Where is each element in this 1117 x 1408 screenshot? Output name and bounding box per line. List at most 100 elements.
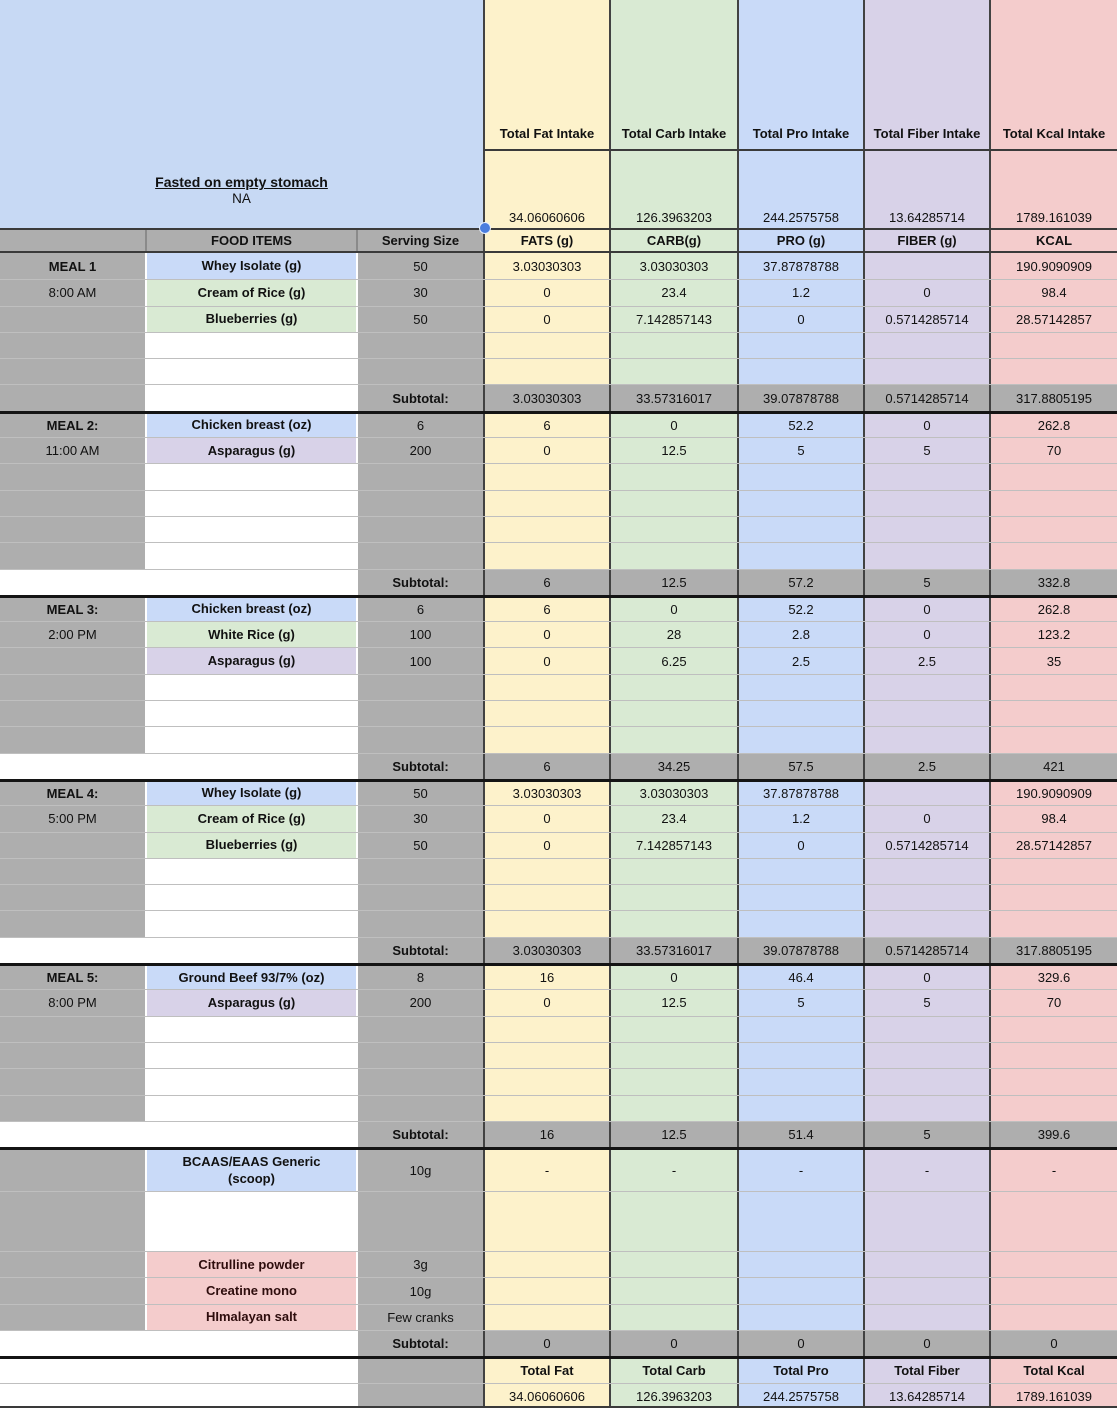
meal-label-cell[interactable] bbox=[0, 385, 145, 411]
fiber-value-cell[interactable] bbox=[863, 516, 989, 543]
carb-value-cell[interactable]: Total Carb bbox=[609, 1359, 737, 1383]
pro-value-cell[interactable] bbox=[737, 1304, 863, 1330]
fats-value-cell[interactable] bbox=[483, 1016, 609, 1042]
carb-column-total-cell[interactable]: 126.3963203 bbox=[609, 151, 737, 228]
food-item-cell[interactable] bbox=[145, 1359, 356, 1383]
fiber-value-cell[interactable] bbox=[863, 490, 989, 516]
food-item-cell[interactable]: Whey Isolate (g) bbox=[145, 781, 356, 806]
fiber-value-cell[interactable]: 0 bbox=[863, 1330, 989, 1357]
kcal-value-cell[interactable] bbox=[989, 543, 1117, 569]
fiber-column-total-cell[interactable]: 13.64285714 bbox=[863, 151, 989, 228]
meal-label-cell[interactable] bbox=[0, 1042, 145, 1069]
serving-size-cell[interactable] bbox=[356, 1042, 483, 1069]
serving-size-header[interactable]: Serving Size bbox=[356, 230, 483, 251]
kcal-value-cell[interactable]: 421 bbox=[989, 753, 1117, 779]
food-item-cell[interactable]: Cream of Rice (g) bbox=[145, 806, 356, 832]
pro-value-cell[interactable] bbox=[737, 1016, 863, 1042]
carb-value-cell[interactable] bbox=[609, 674, 737, 701]
serving-size-cell[interactable] bbox=[356, 359, 483, 385]
serving-size-cell[interactable]: 10g bbox=[356, 1150, 483, 1192]
kcal-value-cell[interactable]: 123.2 bbox=[989, 622, 1117, 648]
meal-label-cell[interactable]: MEAL 4: bbox=[0, 781, 145, 806]
kcal-value-cell[interactable] bbox=[989, 674, 1117, 701]
food-item-cell[interactable] bbox=[145, 1016, 356, 1042]
pro-value-cell[interactable] bbox=[737, 1252, 863, 1278]
fiber-value-cell[interactable] bbox=[863, 1252, 989, 1278]
fiber-value-cell[interactable] bbox=[863, 464, 989, 490]
fiber-value-cell[interactable]: 0 bbox=[863, 806, 989, 832]
kcal-value-cell[interactable] bbox=[989, 1192, 1117, 1252]
kcal-value-cell[interactable]: 0 bbox=[989, 1330, 1117, 1357]
fiber-value-cell[interactable]: 2.5 bbox=[863, 648, 989, 674]
carb-value-cell[interactable]: - bbox=[609, 1150, 737, 1192]
meal-label-cell[interactable] bbox=[0, 1278, 145, 1304]
meal-label-cell[interactable] bbox=[0, 858, 145, 885]
serving-size-cell[interactable]: 200 bbox=[356, 990, 483, 1016]
fiber-value-cell[interactable]: 0.5714285714 bbox=[863, 937, 989, 964]
kcal-value-cell[interactable] bbox=[989, 885, 1117, 911]
kcal-value-cell[interactable]: 190.9090909 bbox=[989, 253, 1117, 280]
meal-label-cell[interactable] bbox=[0, 701, 145, 727]
food-item-cell[interactable]: Cream of Rice (g) bbox=[145, 280, 356, 306]
serving-size-cell[interactable]: 8 bbox=[356, 966, 483, 990]
selection-handle[interactable] bbox=[479, 222, 491, 234]
meal-label-cell[interactable] bbox=[0, 306, 145, 332]
pro-value-cell[interactable]: 0 bbox=[737, 306, 863, 332]
kcal-value-cell[interactable] bbox=[989, 464, 1117, 490]
carb-value-cell[interactable]: 12.5 bbox=[609, 1121, 737, 1148]
kcal-value-cell[interactable] bbox=[989, 1016, 1117, 1042]
food-item-cell[interactable] bbox=[145, 701, 356, 727]
food-item-cell[interactable] bbox=[145, 858, 356, 885]
carb-subheader-cell[interactable]: CARB(g) bbox=[609, 230, 737, 251]
kcal-value-cell[interactable] bbox=[989, 1095, 1117, 1121]
fats-value-cell[interactable]: 16 bbox=[483, 966, 609, 990]
fats-value-cell[interactable] bbox=[483, 911, 609, 937]
pro-value-cell[interactable]: 52.2 bbox=[737, 413, 863, 438]
food-item-cell[interactable]: Citrulline powder bbox=[145, 1252, 356, 1278]
serving-size-cell[interactable]: 50 bbox=[356, 253, 483, 280]
carb-value-cell[interactable] bbox=[609, 1016, 737, 1042]
kcal-value-cell[interactable]: 262.8 bbox=[989, 597, 1117, 622]
food-item-cell[interactable] bbox=[145, 516, 356, 543]
meal-label-cell[interactable] bbox=[0, 885, 145, 911]
kcal-value-cell[interactable]: 332.8 bbox=[989, 569, 1117, 595]
food-item-cell[interactable] bbox=[145, 490, 356, 516]
food-item-cell[interactable]: BCAAS/EAAS Generic (scoop) bbox=[145, 1150, 356, 1192]
fats-value-cell[interactable] bbox=[483, 885, 609, 911]
pro-value-cell[interactable]: 51.4 bbox=[737, 1121, 863, 1148]
fats-value-cell[interactable]: 3.03030303 bbox=[483, 937, 609, 964]
carb-value-cell[interactable] bbox=[609, 1095, 737, 1121]
food-item-cell[interactable] bbox=[145, 1042, 356, 1069]
fiber-value-cell[interactable] bbox=[863, 253, 989, 280]
serving-size-cell[interactable] bbox=[356, 332, 483, 359]
carb-value-cell[interactable] bbox=[609, 885, 737, 911]
carb-value-cell[interactable]: 7.142857143 bbox=[609, 832, 737, 858]
pro-value-cell[interactable]: 57.5 bbox=[737, 753, 863, 779]
kcal-value-cell[interactable]: 1789.161039 bbox=[989, 1383, 1117, 1406]
pro-value-cell[interactable]: 5 bbox=[737, 438, 863, 464]
food-item-cell[interactable] bbox=[145, 727, 356, 753]
carb-value-cell[interactable]: 28 bbox=[609, 622, 737, 648]
fiber-value-cell[interactable] bbox=[863, 1192, 989, 1252]
meal-label-cell[interactable] bbox=[0, 674, 145, 701]
kcal-value-cell[interactable]: 70 bbox=[989, 438, 1117, 464]
carb-value-cell[interactable] bbox=[609, 1252, 737, 1278]
carb-value-cell[interactable]: 12.5 bbox=[609, 990, 737, 1016]
fats-value-cell[interactable]: 0 bbox=[483, 1330, 609, 1357]
carb-value-cell[interactable] bbox=[609, 359, 737, 385]
fiber-value-cell[interactable] bbox=[863, 1069, 989, 1095]
pro-value-cell[interactable] bbox=[737, 701, 863, 727]
pro-value-cell[interactable]: 2.8 bbox=[737, 622, 863, 648]
fiber-value-cell[interactable] bbox=[863, 1016, 989, 1042]
serving-size-cell[interactable] bbox=[356, 464, 483, 490]
fats-value-cell[interactable] bbox=[483, 490, 609, 516]
carb-value-cell[interactable]: 34.25 bbox=[609, 753, 737, 779]
food-item-cell[interactable]: Creatine mono bbox=[145, 1278, 356, 1304]
fats-value-cell[interactable]: 3.03030303 bbox=[483, 781, 609, 806]
fiber-value-cell[interactable] bbox=[863, 674, 989, 701]
food-item-cell[interactable] bbox=[145, 543, 356, 569]
carb-value-cell[interactable] bbox=[609, 516, 737, 543]
meal-label-cell[interactable] bbox=[0, 911, 145, 937]
food-item-cell[interactable]: Blueberries (g) bbox=[145, 832, 356, 858]
food-item-cell[interactable] bbox=[145, 674, 356, 701]
